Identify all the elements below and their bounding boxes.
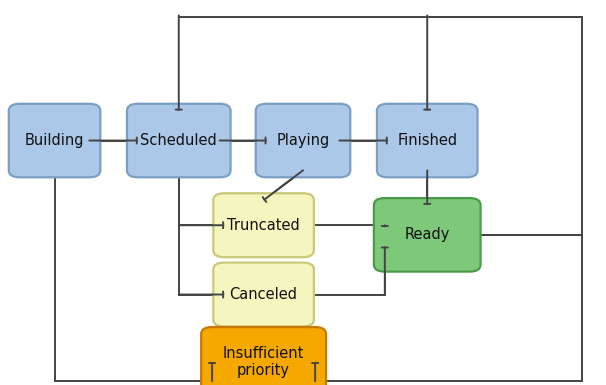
FancyBboxPatch shape [213,263,314,326]
FancyBboxPatch shape [256,104,350,177]
Text: Building: Building [25,133,84,148]
Text: Playing: Playing [276,133,330,148]
Text: Finished: Finished [397,133,458,148]
Text: Truncated: Truncated [227,218,300,233]
FancyBboxPatch shape [377,104,478,177]
Text: Canceled: Canceled [230,287,298,302]
FancyBboxPatch shape [213,193,314,257]
Text: Ready: Ready [405,228,450,242]
Text: Scheduled: Scheduled [141,133,217,148]
FancyBboxPatch shape [374,198,481,272]
FancyBboxPatch shape [201,327,326,385]
Text: Insufficient
priority: Insufficient priority [223,346,304,378]
FancyBboxPatch shape [127,104,230,177]
FancyBboxPatch shape [8,104,100,177]
